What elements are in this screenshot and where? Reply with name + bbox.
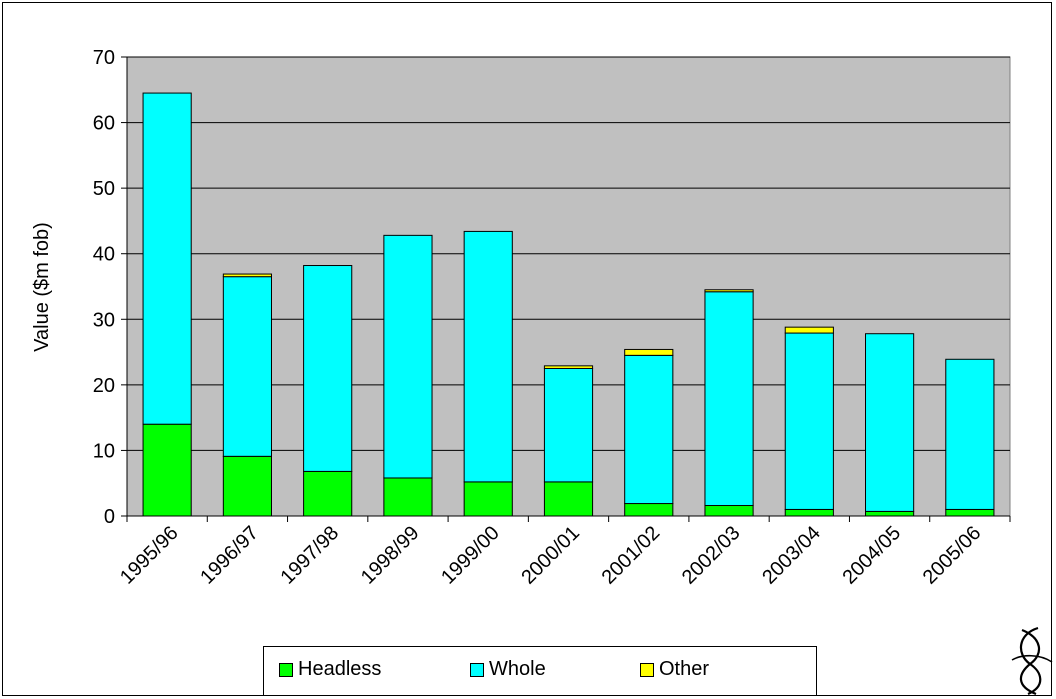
bar-whole-2003-04 (784, 332, 834, 510)
bar-headless-1996-97 (222, 455, 272, 517)
bar-headless-2005-06 (945, 508, 995, 517)
x-tick-label: 2001/02 (598, 522, 665, 589)
legend-swatch-other (640, 662, 654, 677)
bar-whole-2001-02 (624, 354, 674, 505)
y-tick-label: 0 (104, 506, 115, 528)
y-tick-label: 60 (93, 113, 115, 135)
legend-item-headless: Headless (279, 658, 381, 681)
y-tick-label: 50 (93, 178, 115, 200)
bar-headless-1998-99 (383, 477, 433, 517)
bar-whole-1996-97 (222, 276, 272, 457)
bar-whole-1997-98 (303, 265, 353, 472)
legend-item-other: Other (640, 658, 709, 681)
bar-headless-2000-01 (543, 481, 594, 517)
plot-area: 0 10 20 30 40 50 60 70 1995/96 1996/97 1997/98 1998… (93, 47, 1011, 589)
legend-swatch-headless (279, 662, 293, 677)
x-tick-label: 2005/06 (919, 522, 986, 589)
legend: Headless Whole Other (263, 646, 817, 696)
legend-item-whole: Whole (470, 658, 546, 681)
legend-label-headless: Headless (298, 658, 382, 680)
y-tick-label: 30 (93, 309, 115, 331)
bar-headless-2002-03 (704, 505, 754, 517)
y-tick-label: 10 (93, 440, 115, 462)
legend-label-other: Other (659, 658, 710, 680)
bar-headless-2003-04 (784, 508, 834, 517)
bar-whole-2000-01 (543, 367, 594, 483)
x-tick-label: 1999/00 (437, 522, 504, 589)
x-tick-label: 1998/99 (357, 522, 424, 589)
bar-other-2002-03 (704, 289, 754, 293)
bar-whole-2005-06 (945, 358, 995, 510)
x-tick-label: 2004/05 (838, 522, 905, 589)
x-tick-label: 2003/04 (758, 522, 825, 589)
x-tick-label: 2002/03 (678, 522, 745, 589)
bar-other-2000-01 (543, 365, 594, 369)
x-tick-label: 1996/97 (196, 522, 263, 589)
bar-other-2001-02 (624, 348, 674, 356)
bar-headless-2001-02 (624, 503, 674, 517)
logo-icon (1011, 626, 1053, 696)
bar-whole-1998-99 (383, 234, 433, 479)
y-tick-label: 70 (93, 47, 115, 69)
y-axis-title: Value ($m fob) (31, 222, 53, 352)
y-tick-label: 20 (93, 375, 115, 397)
x-tick-label: 1995/96 (116, 522, 183, 589)
y-tick-label: 40 (93, 244, 115, 266)
legend-label-whole: Whole (489, 658, 546, 680)
bar-headless-1999-00 (463, 481, 513, 517)
bar-whole-1999-00 (463, 230, 513, 483)
bar-headless-1995-96 (142, 423, 192, 517)
bar-other-1996-97 (222, 273, 272, 278)
bar-headless-1997-98 (303, 470, 353, 517)
bar-other-2003-04 (784, 326, 834, 334)
bar-whole-2002-03 (704, 291, 754, 507)
bar-whole-1995-96 (142, 92, 192, 425)
x-tick-label: 1997/98 (277, 522, 344, 589)
bar-headless-2004-05 (865, 510, 915, 517)
legend-swatch-whole (470, 662, 484, 677)
bar-whole-2004-05 (865, 333, 915, 512)
x-tick-label: 2000/01 (517, 522, 584, 589)
